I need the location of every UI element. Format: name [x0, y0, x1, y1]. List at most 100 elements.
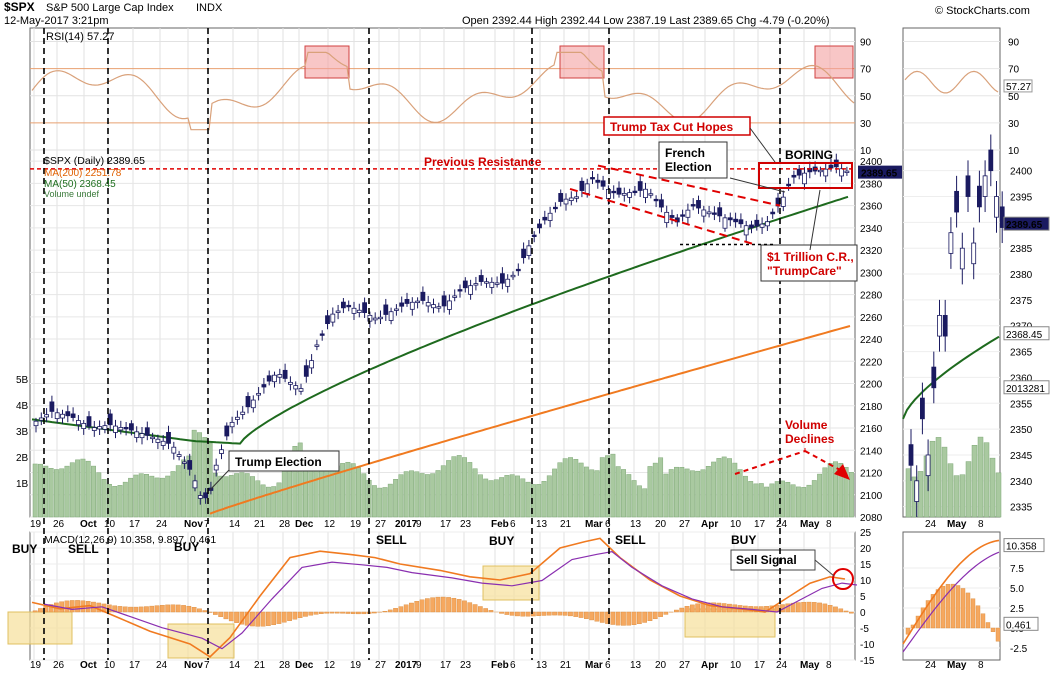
macd-histogram-bar [664, 612, 668, 614]
volume-bar [627, 474, 631, 517]
buy-label-3: BUY [489, 534, 514, 548]
volume-bar [86, 461, 90, 517]
x-tick-label-bottom: Mar [585, 660, 603, 671]
macd-histogram-bar [287, 612, 291, 621]
candle-body [315, 345, 319, 347]
buy-label-2: BUY [174, 540, 199, 554]
candle-body [416, 301, 420, 303]
x-tick-label-bottom: 21 [560, 660, 572, 671]
side-x-tick-bottom: 8 [978, 660, 984, 671]
macd-histogram-bar [828, 605, 832, 612]
volume-bar [828, 463, 832, 517]
candle-body [458, 290, 462, 292]
volume-bar [621, 469, 625, 517]
side-rsi-last-label: 57.27 [1006, 82, 1031, 93]
x-tick-label: 24 [776, 519, 788, 530]
macd-histogram-bar [579, 612, 583, 618]
macd-histogram-bar [234, 612, 238, 623]
rsi-overbought-box [305, 46, 349, 78]
volume-tick-label: 5B [16, 375, 29, 386]
macd-highlight-box [685, 609, 775, 637]
candle-body [575, 197, 579, 199]
side-x-tick-bottom: 24 [925, 660, 937, 671]
volume-bar [388, 484, 392, 517]
macd-histogram-bar [807, 602, 811, 612]
candle-body [469, 286, 473, 295]
macd-histogram-bar [123, 607, 127, 612]
side-macd-bar [981, 614, 985, 628]
price-tick-label: 2140 [860, 446, 883, 457]
candle-body [580, 181, 584, 190]
volume-bar [743, 476, 747, 517]
side-volume-bar [948, 464, 953, 517]
volume-bar [425, 474, 429, 517]
candle-body [591, 177, 595, 179]
volume-bar [722, 457, 726, 517]
candle-body [474, 284, 478, 286]
candle-body [182, 462, 186, 464]
side-macd-bar [941, 586, 945, 628]
x-tick-label-bottom: 12 [324, 660, 336, 671]
candle-body [649, 194, 653, 196]
candle-body [363, 303, 367, 313]
candle-body [516, 269, 520, 271]
side-volume-bar [930, 441, 935, 517]
side-volume-bar [942, 447, 947, 517]
volume-bar [764, 487, 768, 517]
x-tick-label: Dec [295, 519, 314, 530]
candle-body [61, 414, 65, 418]
volume-bar [680, 467, 684, 517]
candle-body [161, 441, 165, 445]
volume-bar [817, 474, 821, 517]
macd-histogram-bar [181, 605, 185, 612]
side-volume-bar [990, 458, 995, 517]
candle-body [177, 455, 181, 457]
candle-body [50, 402, 54, 412]
side-candle-body [977, 186, 981, 207]
volume-bar [128, 478, 132, 517]
volume-bar [457, 455, 461, 517]
macd-histogram-bar [362, 612, 366, 614]
volume-bar [266, 487, 270, 517]
macd-histogram-bar [393, 608, 397, 612]
volume-bar [600, 458, 604, 517]
side-volume-bar [954, 476, 959, 517]
volume-bar [579, 463, 583, 517]
candle-body [76, 420, 80, 424]
volume-bar [738, 470, 742, 517]
side-macd-tick: 5.0 [1010, 584, 1024, 595]
macd-histogram-bar [526, 612, 530, 616]
side-last-label-2: 2013281 [1006, 384, 1045, 395]
volume-bar [234, 473, 238, 517]
candle-body [803, 173, 807, 184]
side-candle-body [926, 455, 930, 476]
volume-bar [123, 482, 127, 517]
side-price-tick: 2380 [1010, 270, 1033, 281]
candle-body [341, 302, 345, 308]
x-tick-label: 6 [510, 519, 516, 530]
rsi-tick-label: 10 [860, 146, 872, 157]
candle-body [559, 193, 563, 201]
candle-body [511, 275, 515, 277]
header-credit: © StockCharts.com [935, 5, 1030, 17]
sell-signal-label: Sell Signal [736, 553, 797, 567]
rsi-overbought-box [560, 46, 604, 78]
price-legend: $SPX (Daily) 2389.65 [44, 155, 145, 167]
volume-bar [277, 483, 281, 517]
price-tick-label: 2120 [860, 469, 883, 480]
candle-body [654, 199, 658, 201]
candle-body [288, 382, 292, 384]
x-tick-label-bottom: 13 [630, 660, 642, 671]
side-macd-tick: 7.5 [1010, 564, 1024, 575]
x-tick-label: 27 [375, 519, 387, 530]
candle-body [432, 305, 436, 308]
volume-bar [664, 474, 668, 517]
rsi-tick-label: 70 [860, 65, 872, 76]
price-tick-label: 2220 [860, 357, 883, 368]
side-x-tick: May [947, 519, 967, 530]
macd-histogram-bar [796, 603, 800, 612]
macd-histogram-bar [802, 602, 806, 612]
macd-histogram-bar [325, 612, 329, 613]
volume-bar [272, 487, 276, 517]
